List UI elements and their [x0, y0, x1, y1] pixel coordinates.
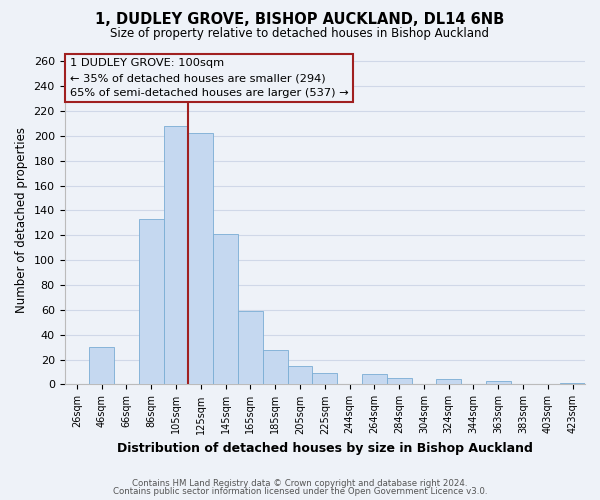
- Text: 1, DUDLEY GROVE, BISHOP AUCKLAND, DL14 6NB: 1, DUDLEY GROVE, BISHOP AUCKLAND, DL14 6…: [95, 12, 505, 28]
- Bar: [287, 366, 313, 384]
- Bar: [313, 374, 337, 384]
- Bar: [387, 378, 412, 384]
- Bar: [164, 126, 188, 384]
- Text: Contains HM Land Registry data © Crown copyright and database right 2024.: Contains HM Land Registry data © Crown c…: [132, 478, 468, 488]
- Bar: [89, 347, 114, 385]
- Bar: [139, 219, 164, 384]
- Text: 1 DUDLEY GROVE: 100sqm
← 35% of detached houses are smaller (294)
65% of semi-de: 1 DUDLEY GROVE: 100sqm ← 35% of detached…: [70, 58, 349, 98]
- Text: Size of property relative to detached houses in Bishop Auckland: Size of property relative to detached ho…: [110, 28, 490, 40]
- X-axis label: Distribution of detached houses by size in Bishop Auckland: Distribution of detached houses by size …: [117, 442, 533, 455]
- Text: Contains public sector information licensed under the Open Government Licence v3: Contains public sector information licen…: [113, 487, 487, 496]
- Bar: [560, 383, 585, 384]
- Bar: [213, 234, 238, 384]
- Bar: [188, 134, 213, 384]
- Y-axis label: Number of detached properties: Number of detached properties: [15, 126, 28, 312]
- Bar: [238, 311, 263, 384]
- Bar: [362, 374, 387, 384]
- Bar: [263, 350, 287, 384]
- Bar: [486, 380, 511, 384]
- Bar: [436, 380, 461, 384]
